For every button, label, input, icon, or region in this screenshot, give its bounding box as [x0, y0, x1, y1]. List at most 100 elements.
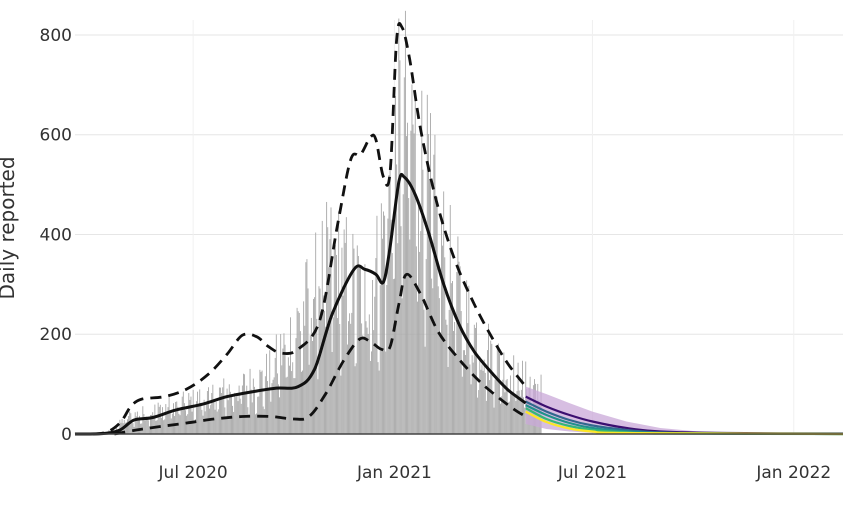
bar-378 — [494, 408, 495, 434]
bar-99 — [188, 393, 189, 434]
bar-132 — [224, 407, 225, 434]
bar-127 — [219, 388, 220, 434]
bar-177 — [274, 377, 275, 434]
bar-94 — [183, 392, 184, 434]
bar-243 — [346, 217, 347, 434]
bar-310 — [419, 252, 420, 434]
bar-184 — [281, 365, 282, 434]
y-tick-label-0: 0 — [61, 425, 72, 445]
y-tick-label-400: 400 — [40, 225, 72, 245]
bar-373 — [488, 324, 489, 434]
bar-173 — [269, 350, 270, 434]
bar-372 — [487, 350, 488, 434]
bar-272 — [378, 362, 379, 434]
bar-175 — [271, 383, 272, 434]
bar-207 — [306, 259, 307, 434]
bar-110 — [200, 406, 201, 434]
bar-191 — [289, 366, 290, 434]
bar-387 — [503, 352, 504, 434]
bar-365 — [479, 356, 480, 434]
y-tick-label-200: 200 — [40, 325, 72, 345]
bar-108 — [198, 404, 199, 434]
bar-233 — [335, 245, 336, 434]
bar-325 — [436, 196, 437, 434]
bar-276 — [382, 239, 383, 434]
bar-143 — [236, 394, 237, 434]
bar-250 — [354, 249, 355, 434]
bar-397 — [514, 394, 515, 434]
bar-278 — [384, 216, 385, 434]
bar-302 — [410, 131, 411, 434]
bar-138 — [231, 396, 232, 434]
bar-393 — [510, 375, 511, 434]
bar-336 — [448, 367, 449, 434]
bar-166 — [262, 371, 263, 434]
bar-293 — [401, 226, 402, 434]
bar-160 — [255, 414, 256, 434]
bar-279 — [385, 352, 386, 434]
bar-151 — [245, 392, 246, 434]
bar-66 — [152, 412, 153, 434]
bar-245 — [348, 321, 349, 434]
bar-404 — [522, 361, 523, 434]
bar-355 — [468, 286, 469, 434]
bar-198 — [297, 308, 298, 434]
bar-224 — [325, 327, 326, 434]
bar-248 — [351, 313, 352, 434]
bar-251 — [355, 366, 356, 434]
bar-406 — [524, 408, 525, 434]
bar-142 — [235, 397, 236, 434]
bar-330 — [441, 216, 442, 434]
bar-347 — [460, 266, 461, 434]
bar-68 — [154, 405, 155, 434]
bar-317 — [427, 95, 428, 434]
bar-223 — [324, 311, 325, 434]
bar-324 — [434, 135, 435, 434]
bar-180 — [277, 373, 278, 434]
bar-353 — [466, 280, 467, 434]
bar-242 — [345, 243, 346, 434]
bar-125 — [217, 412, 218, 434]
bar-359 — [473, 363, 474, 434]
bar-253 — [357, 245, 358, 434]
bar-294 — [402, 298, 403, 434]
bar-227 — [328, 267, 329, 434]
bar-47 — [131, 421, 132, 434]
bar-252 — [356, 363, 357, 434]
bar-299 — [407, 123, 408, 434]
bar-217 — [317, 379, 318, 434]
bar-202 — [301, 372, 302, 434]
bar-92 — [181, 409, 182, 434]
y-axis-title: Daily reported — [0, 156, 19, 299]
bar-82 — [170, 413, 171, 434]
bar-121 — [212, 385, 213, 434]
bar-239 — [342, 248, 343, 434]
bar-200 — [299, 313, 300, 434]
bar-280 — [386, 285, 387, 434]
bar-167 — [263, 407, 264, 434]
bar-165 — [261, 372, 262, 434]
bar-130 — [222, 387, 223, 434]
bar-122 — [214, 401, 215, 434]
bar-136 — [229, 384, 230, 434]
y-tick-label-800: 800 — [40, 26, 72, 46]
bar-234 — [336, 255, 337, 434]
bar-111 — [201, 410, 202, 434]
bar-277 — [383, 211, 384, 434]
bar-168 — [264, 409, 265, 434]
bar-305 — [414, 133, 415, 434]
bar-282 — [389, 175, 390, 434]
bar-323 — [433, 155, 434, 434]
bar-172 — [268, 390, 269, 434]
bar-114 — [205, 411, 206, 434]
bar-147 — [241, 404, 242, 434]
bar-115 — [206, 402, 207, 434]
bar-71 — [158, 403, 159, 434]
bar-104 — [194, 421, 195, 434]
bar-73 — [160, 405, 161, 434]
bar-322 — [432, 288, 433, 434]
bar-349 — [462, 377, 463, 434]
bar-338 — [450, 205, 451, 434]
